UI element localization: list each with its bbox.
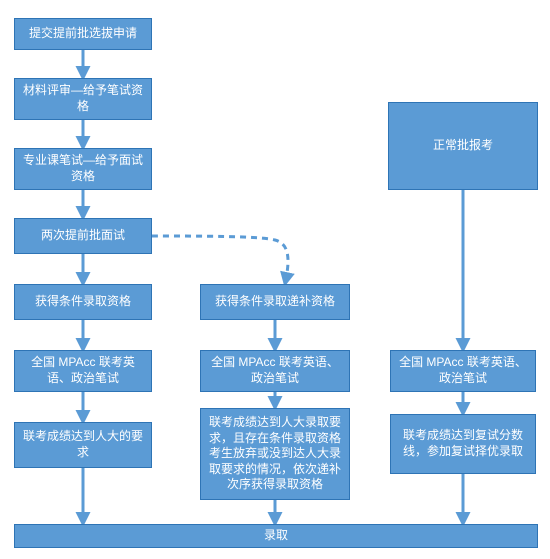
node-label: 提交提前批选拔申请 [29, 26, 137, 42]
flowchart-node-a5: 获得条件录取资格 [14, 284, 152, 320]
flowchart-node-c7: 联考成绩达到复试分数线，参加复试择优录取 [390, 414, 536, 474]
node-label: 获得条件录取资格 [35, 294, 131, 310]
flowchart-node-a3: 专业课笔试—给予面试资格 [14, 148, 152, 190]
flowchart-node-c6: 全国 MPAcc 联考英语、政治笔试 [390, 350, 536, 392]
flowchart-node-c1: 正常批报考 [388, 102, 538, 190]
flowchart-node-a4: 两次提前批面试 [14, 218, 152, 254]
node-label: 专业课笔试—给予面试资格 [21, 153, 145, 184]
node-label: 两次提前批面试 [41, 228, 125, 244]
edge-a4-b5 [152, 236, 288, 284]
node-label: 获得条件录取递补资格 [215, 294, 335, 310]
flowchart-node-a6: 全国 MPAcc 联考英语、政治笔试 [14, 350, 152, 392]
flowchart-node-b7: 联考成绩达到人大录取要求，且存在条件录取资格考生放弃或没到达人大录取要求的情况，… [200, 408, 350, 500]
node-label: 全国 MPAcc 联考英语、政治笔试 [397, 355, 529, 386]
node-label: 联考成绩达到人大录取要求，且存在条件录取资格考生放弃或没到达人大录取要求的情况，… [207, 415, 343, 493]
node-label: 联考成绩达到复试分数线，参加复试择优录取 [397, 428, 529, 459]
flowchart-node-b5: 获得条件录取递补资格 [200, 284, 350, 320]
flowchart-node-b6: 全国 MPAcc 联考英语、政治笔试 [200, 350, 350, 392]
node-label: 全国 MPAcc 联考英语、政治笔试 [21, 355, 145, 386]
node-label: 正常批报考 [433, 138, 493, 154]
node-label: 材料评审—给予笔试资格 [21, 83, 145, 114]
flowchart-node-a1: 提交提前批选拔申请 [14, 18, 152, 50]
flowchart-node-a2: 材料评审—给予笔试资格 [14, 78, 152, 120]
flowchart-node-a7: 联考成绩达到人大的要求 [14, 422, 152, 468]
node-label: 全国 MPAcc 联考英语、政治笔试 [207, 355, 343, 386]
flowchart-node-end: 录取 [14, 524, 538, 548]
node-label: 录取 [264, 528, 288, 544]
node-label: 联考成绩达到人大的要求 [21, 429, 145, 460]
